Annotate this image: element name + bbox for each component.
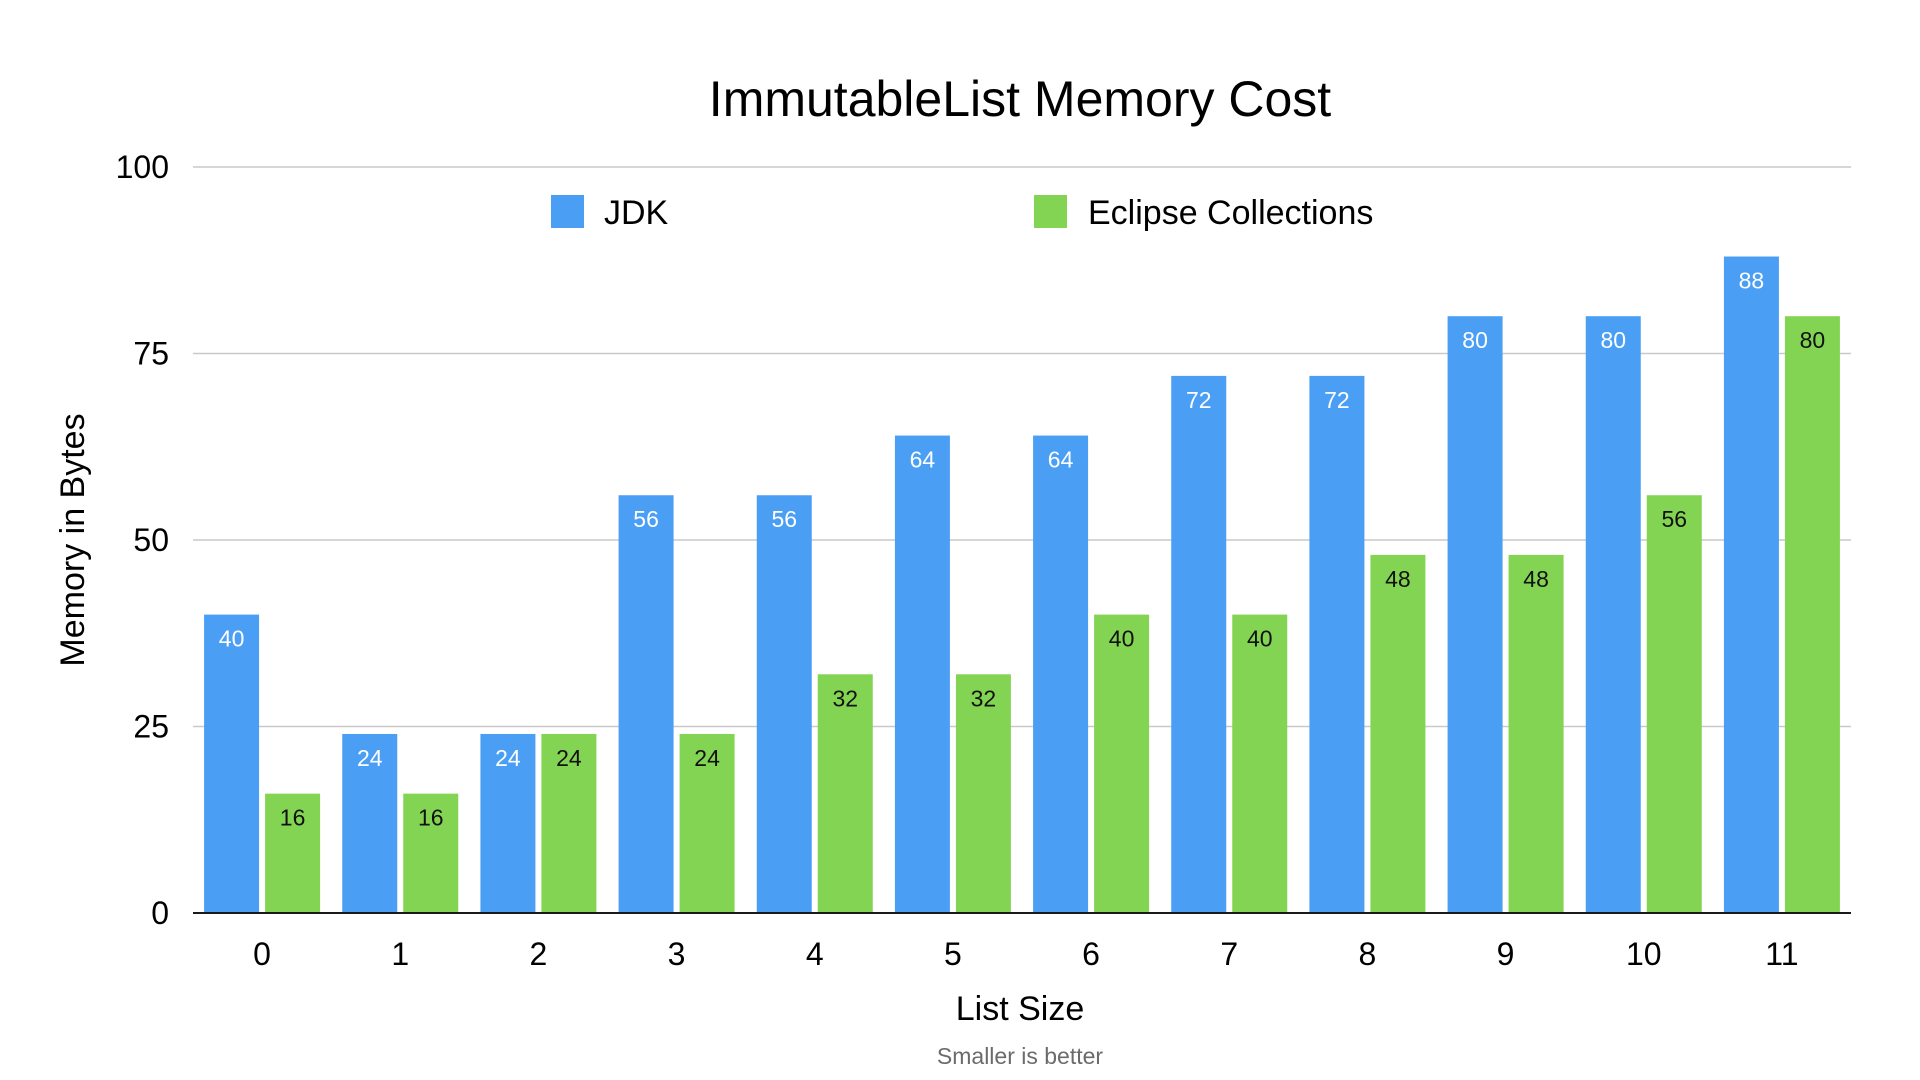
- x-axis-title: List Size: [956, 990, 1085, 1028]
- x-tick-label: 7: [1220, 936, 1238, 972]
- data-label-eclipse-collections: 32: [832, 685, 858, 711]
- x-tick-label: 3: [668, 936, 686, 972]
- x-tick-label: 9: [1497, 936, 1515, 972]
- legend-swatch-jdk: [551, 195, 584, 228]
- data-label-eclipse-collections: 24: [556, 745, 582, 771]
- data-label-jdk: 80: [1462, 327, 1488, 353]
- data-label-eclipse-collections: 40: [1247, 626, 1273, 652]
- bar-jdk: [1447, 316, 1503, 913]
- x-tick-label: 8: [1359, 936, 1377, 972]
- data-label-eclipse-collections: 80: [1800, 327, 1826, 353]
- data-label-jdk: 64: [910, 447, 936, 473]
- bar-eclipse-collections: [265, 793, 321, 913]
- bar-eclipse-collections: [1784, 316, 1840, 913]
- data-label-eclipse-collections: 48: [1523, 566, 1549, 592]
- bar-jdk: [204, 614, 260, 913]
- data-label-eclipse-collections: 16: [418, 805, 444, 831]
- bar-eclipse-collections: [679, 733, 735, 913]
- bar-eclipse-collections: [817, 674, 873, 913]
- data-label-eclipse-collections: 48: [1385, 566, 1411, 592]
- bar-jdk: [1723, 256, 1779, 913]
- bar-eclipse-collections: [1370, 554, 1426, 913]
- y-axis-title: Memory in Bytes: [54, 413, 92, 666]
- data-label-jdk: 56: [771, 506, 797, 532]
- bar-eclipse-collections: [1646, 495, 1702, 913]
- bar-eclipse-collections: [955, 674, 1011, 913]
- bar-eclipse-collections: [541, 733, 597, 913]
- x-tick-label: 2: [530, 936, 548, 972]
- data-label-eclipse-collections: 32: [971, 685, 997, 711]
- x-tick-label: 10: [1626, 936, 1662, 972]
- bar-eclipse-collections: [1508, 554, 1564, 913]
- y-tick-label: 75: [133, 336, 169, 372]
- y-tick-label: 100: [116, 149, 169, 185]
- bar-jdk: [1171, 375, 1227, 913]
- footnote: Smaller is better: [937, 1043, 1104, 1069]
- bar-eclipse-collections: [403, 793, 459, 913]
- bar-eclipse-collections: [1094, 614, 1150, 913]
- x-tick-label: 1: [391, 936, 409, 972]
- bar-jdk: [756, 495, 812, 913]
- bar-jdk: [480, 733, 536, 913]
- gridlines: [193, 166, 1851, 728]
- data-label-jdk: 56: [633, 506, 659, 532]
- y-tick-label: 25: [133, 709, 169, 745]
- bar-jdk: [618, 495, 674, 913]
- bar-jdk: [342, 733, 398, 913]
- data-label-eclipse-collections: 16: [280, 805, 306, 831]
- legend-label-eclipse-collections: Eclipse Collections: [1088, 194, 1373, 232]
- y-tick-label: 50: [133, 522, 169, 558]
- y-tick-label: 0: [151, 895, 169, 931]
- data-label-jdk: 88: [1739, 268, 1765, 294]
- x-tick-label: 6: [1082, 936, 1100, 972]
- bar-jdk: [894, 435, 950, 913]
- data-label-jdk: 72: [1324, 387, 1350, 413]
- bar-eclipse-collections: [1232, 614, 1288, 913]
- data-label-jdk: 40: [219, 626, 245, 652]
- data-label-jdk: 64: [1048, 447, 1074, 473]
- data-label-eclipse-collections: 56: [1661, 506, 1687, 532]
- x-tick-label: 5: [944, 936, 962, 972]
- data-label-jdk: 72: [1186, 387, 1212, 413]
- x-tick-label: 0: [253, 936, 271, 972]
- bars: [204, 256, 1840, 913]
- chart-title: ImmutableList Memory Cost: [709, 71, 1331, 127]
- data-labels: 40 16 24 16 24 24 56 24 56 32 64 32 64 40 72 40 72 48 80 48…: [219, 268, 1825, 831]
- data-label-eclipse-collections: 40: [1109, 626, 1135, 652]
- data-label-jdk: 24: [495, 745, 521, 771]
- legend-swatch-eclipse-collections: [1034, 195, 1067, 228]
- data-label-jdk: 24: [357, 745, 383, 771]
- legend-label-jdk: JDK: [604, 194, 669, 232]
- bar-jdk: [1309, 375, 1365, 913]
- x-tick-label: 11: [1765, 936, 1798, 972]
- x-tick-label: 4: [806, 936, 824, 972]
- bar-jdk: [1033, 435, 1089, 913]
- data-label-jdk: 80: [1600, 327, 1626, 353]
- data-label-eclipse-collections: 24: [694, 745, 720, 771]
- bar-jdk: [1585, 316, 1641, 913]
- legend: JDK Eclipse Collections: [551, 194, 1373, 232]
